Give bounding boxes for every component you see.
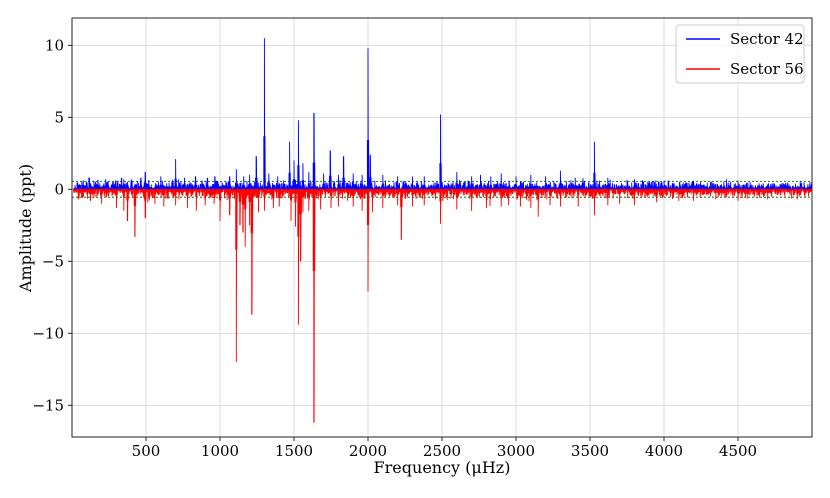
series-line-sector-56 <box>73 187 813 423</box>
x-tick-label: 4500 <box>719 442 757 460</box>
x-tick-label: 2500 <box>423 442 461 460</box>
y-tick-label: −5 <box>42 252 64 270</box>
y-tick-label: 0 <box>54 180 64 198</box>
y-axis-label: Amplitude (ppt) <box>16 164 35 293</box>
legend: Sector 42 Sector 56 <box>675 24 805 84</box>
x-axis: 500 1000 1500 2000 2500 3000 3500 4000 4500 <box>132 437 757 460</box>
y-axis: 10 5 0 −5 −10 −15 <box>32 36 72 414</box>
y-tick-label: 5 <box>54 108 64 126</box>
x-tick-label: 2000 <box>349 442 387 460</box>
x-tick-label: 500 <box>132 442 161 460</box>
legend-entry-sector-42: Sector 42 <box>730 30 804 48</box>
y-tick-label: −15 <box>32 396 64 414</box>
x-tick-label: 4000 <box>645 442 683 460</box>
x-tick-label: 1000 <box>201 442 239 460</box>
x-tick-label: 1500 <box>275 442 313 460</box>
legend-entry-sector-56: Sector 56 <box>730 60 804 78</box>
y-tick-label: 10 <box>45 36 64 54</box>
y-tick-label: −10 <box>32 324 64 342</box>
x-tick-label: 3500 <box>571 442 609 460</box>
series-line-sector-42 <box>73 38 813 191</box>
x-axis-label: Frequency (μHz) <box>374 458 511 477</box>
threshold-lines <box>72 180 812 198</box>
series-layer <box>73 38 813 423</box>
x-tick-label: 3000 <box>497 442 535 460</box>
